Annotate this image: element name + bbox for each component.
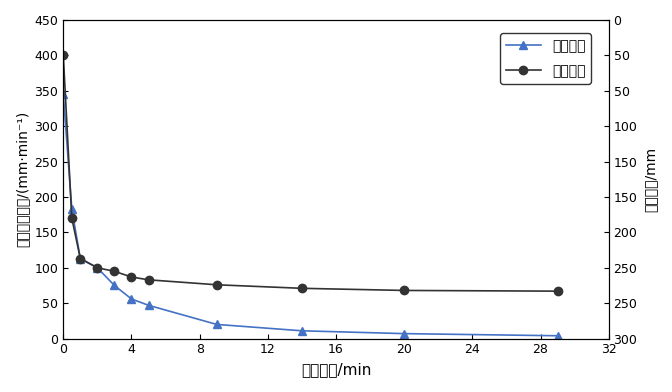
沉淠高度 xyxy=(554,289,562,294)
沉淠高度 xyxy=(77,256,85,261)
Legend: 沉降速度, 沉淠高度: 沉降速度, 沉淠高度 xyxy=(501,33,591,83)
Line: 沉淠高度: 沉淠高度 xyxy=(59,51,562,295)
沉降速度 xyxy=(554,334,562,338)
沉降速度 xyxy=(298,328,306,333)
沉淠高度 xyxy=(298,286,306,291)
沉降速度 xyxy=(77,256,85,261)
沉降速度 xyxy=(93,265,101,270)
沉降速度 xyxy=(212,322,220,327)
沉降速度 xyxy=(59,92,67,97)
沉降速度 xyxy=(128,297,136,301)
沉淠高度 xyxy=(93,265,101,270)
Y-axis label: 沉淠高度/mm: 沉淠高度/mm xyxy=(643,147,657,212)
Y-axis label: 平均沉降速度/(mm·min⁻¹): 平均沉降速度/(mm·min⁻¹) xyxy=(15,111,29,247)
沉淠高度 xyxy=(59,53,67,58)
沉降速度 xyxy=(110,283,118,288)
Line: 沉降速度: 沉降速度 xyxy=(59,90,562,340)
沉淠高度 xyxy=(68,216,76,221)
沉降速度 xyxy=(68,207,76,211)
沉淠高度 xyxy=(400,288,408,293)
沉淠高度 xyxy=(212,282,220,287)
沉淠高度 xyxy=(110,269,118,274)
沉降速度 xyxy=(400,331,408,336)
沉淠高度 xyxy=(128,275,136,279)
沉降速度 xyxy=(144,303,153,308)
X-axis label: 沉降时间/min: 沉降时间/min xyxy=(301,362,371,377)
沉淠高度 xyxy=(144,278,153,282)
